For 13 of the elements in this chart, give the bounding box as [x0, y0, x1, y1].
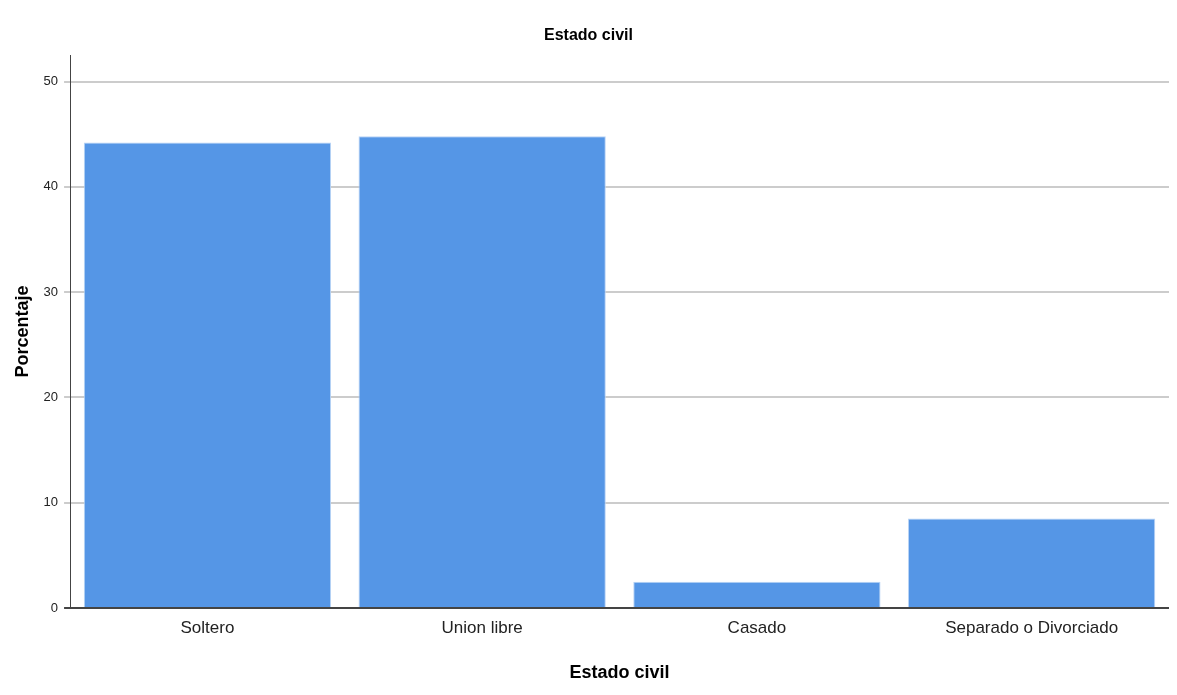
- y-tick-label: 10: [43, 494, 59, 510]
- y-tick-label: 20: [43, 388, 59, 404]
- chart-title: Estado civil: [544, 26, 633, 44]
- x-tick-label: Soltero: [180, 617, 235, 637]
- y-tick-label: 40: [43, 178, 59, 194]
- x-tick-label: Union libre: [441, 617, 523, 637]
- x-tick-label: Casado: [727, 617, 787, 637]
- x-tick-label: Separado o Divorciado: [945, 617, 1119, 637]
- y-tick-label: 50: [43, 73, 59, 89]
- y-tick-label: 0: [50, 599, 59, 615]
- y-tick-label: 30: [43, 283, 59, 299]
- y-axis-title: Porcentaje: [11, 285, 32, 378]
- x-axis-title: Estado civil: [569, 662, 670, 683]
